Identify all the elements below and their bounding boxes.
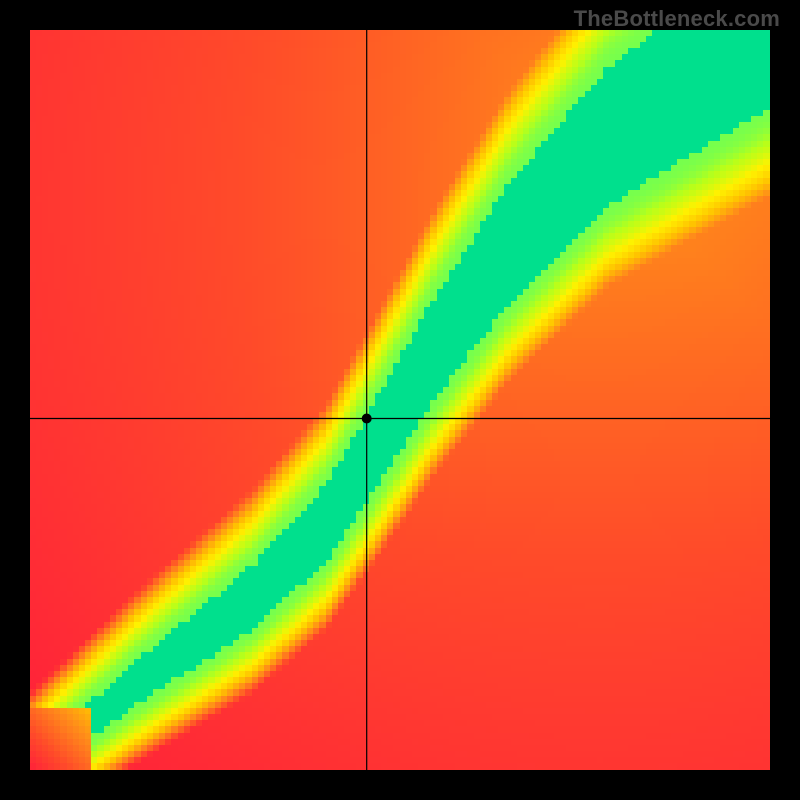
plot-area [30, 30, 770, 770]
heatmap-canvas [30, 30, 770, 770]
watermark-text: TheBottleneck.com [574, 6, 780, 32]
chart-container: { "watermark": "TheBottleneck.com", "lay… [0, 0, 800, 800]
